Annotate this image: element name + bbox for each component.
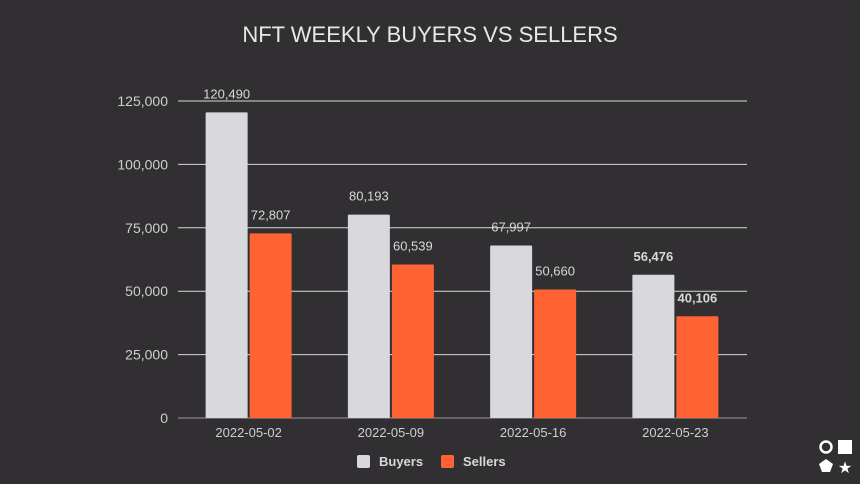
y-tick-label: 25,000 (125, 347, 168, 363)
x-tick-label: 2022-05-23 (642, 425, 709, 440)
bar-sellers[interactable] (534, 289, 577, 418)
svg-text:★: ★ (838, 460, 852, 477)
data-label: 50,660 (535, 264, 575, 279)
bar-buyers[interactable] (632, 274, 675, 418)
y-tick-label: 125,000 (117, 93, 168, 109)
y-tick-label: 75,000 (125, 220, 168, 236)
bar-buyers[interactable] (490, 245, 533, 418)
y-tick-label: 0 (160, 410, 168, 426)
y-tick-label: 100,000 (117, 156, 168, 172)
data-label: 56,476 (633, 249, 673, 264)
bar-sellers[interactable] (391, 264, 434, 418)
y-tick-label: 50,000 (125, 283, 168, 299)
data-label: 67,997 (491, 220, 531, 235)
bar-sellers[interactable] (249, 233, 292, 418)
x-tick-label: 2022-05-02 (215, 425, 282, 440)
legend-swatch-buyers (357, 455, 370, 468)
logo-icon: ★ (819, 440, 852, 477)
x-tick-label: 2022-05-16 (500, 425, 567, 440)
bar-buyers[interactable] (205, 112, 248, 418)
bar-buyers[interactable] (347, 214, 390, 418)
data-label: 40,106 (677, 290, 717, 305)
data-label: 72,807 (251, 207, 291, 222)
data-label: 80,193 (349, 189, 389, 204)
data-label: 60,539 (393, 238, 433, 253)
legend-label-sellers[interactable]: Sellers (463, 454, 506, 469)
data-label: 120,490 (203, 86, 250, 101)
legend-label-buyers[interactable]: Buyers (379, 454, 423, 469)
chart-title: NFT WEEKLY BUYERS VS SELLERS (242, 22, 617, 47)
bar-sellers[interactable] (676, 316, 719, 418)
x-tick-label: 2022-05-09 (358, 425, 425, 440)
legend-swatch-sellers (441, 455, 454, 468)
